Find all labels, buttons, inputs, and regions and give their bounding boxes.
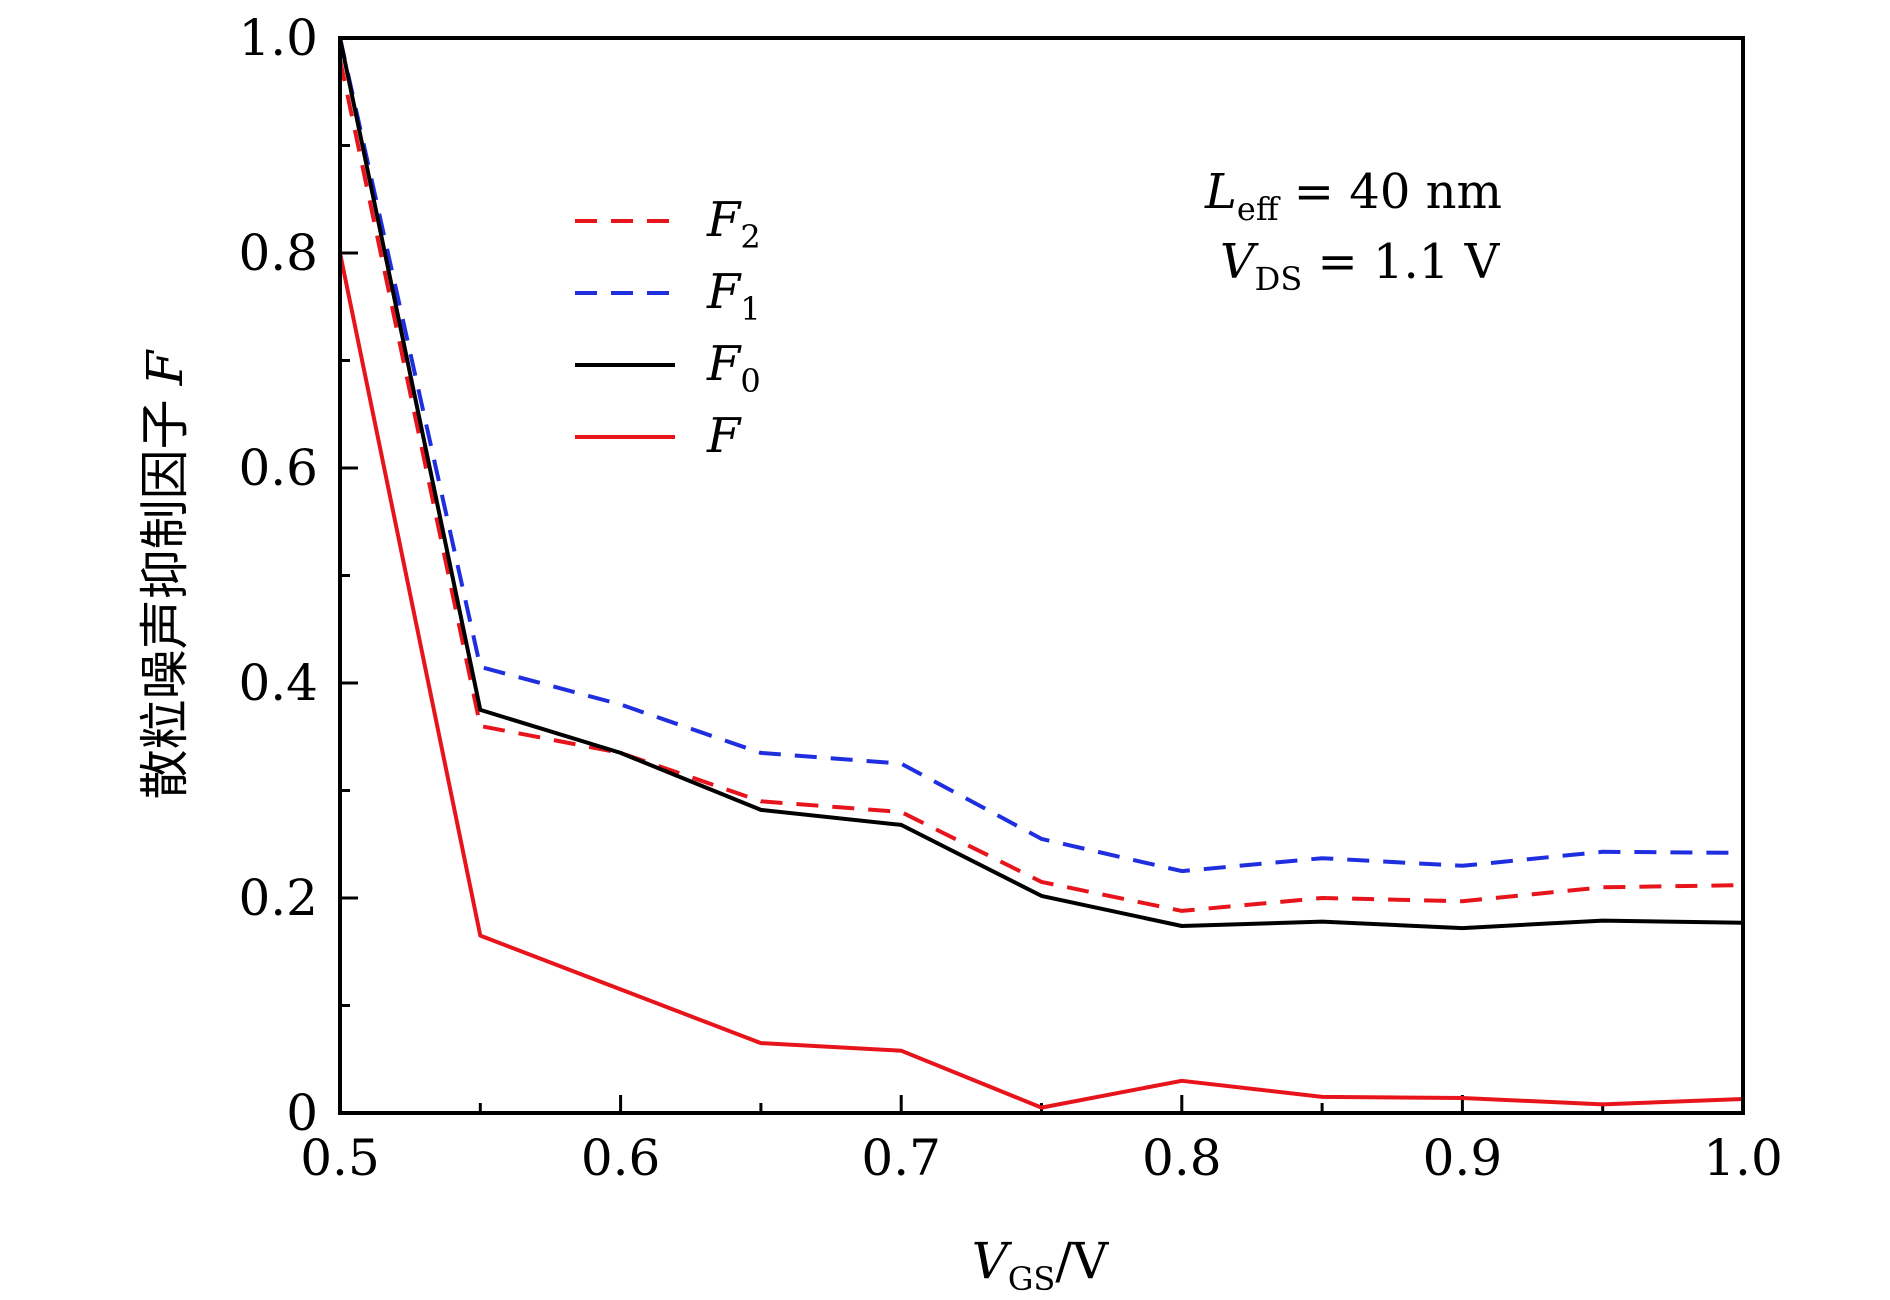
y-tick-label: 0.2 [238,869,318,927]
y-tick-label: 0 [286,1084,318,1142]
annotation-leff: Leff = 40 nm [1204,164,1502,228]
x-tick-label: 0.8 [1142,1129,1222,1187]
x-tick-label: 0.5 [300,1129,380,1187]
series-line-f [340,252,1743,1110]
legend-label-f2: F2 [706,192,761,256]
axis-ticks [338,36,1745,1115]
legend: F2 F1 F0 F [575,192,761,464]
legend-label-f0: F0 [706,336,761,400]
y-axis-label: 散粒噪声抑制因子F [136,348,194,799]
y-tick-labels: 0 0.2 0.4 0.6 0.8 1.0 [238,9,318,1142]
x-tick-label: 0.6 [581,1129,661,1187]
legend-label-f1: F1 [706,264,761,328]
y-tick-label: 0.8 [238,224,318,282]
series-line-f0 [340,38,1743,931]
series-lines [340,38,1743,1110]
series-line-f1 [340,38,1743,874]
legend-label-f: F [706,408,742,464]
x-tick-label: 0.9 [1423,1129,1503,1187]
x-tick-label: 0.7 [861,1129,941,1187]
y-tick-label: 1.0 [238,9,318,67]
x-axis-label: VGS/V [972,1232,1109,1298]
y-tick-label: 0.4 [238,654,318,712]
plot-frame [338,36,1745,1115]
x-tick-label: 1.0 [1703,1129,1783,1187]
annotation-vds: VDS = 1.1 V [1220,234,1501,298]
y-tick-label: 0.6 [238,439,318,497]
series-line-f2 [340,59,1743,913]
x-tick-labels: 0.5 0.6 0.7 0.8 0.9 1.0 [300,1129,1783,1187]
